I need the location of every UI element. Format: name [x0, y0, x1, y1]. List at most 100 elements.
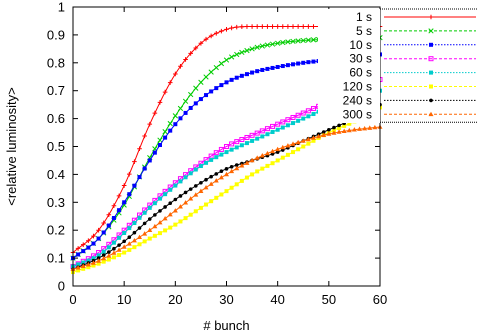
data-point	[214, 195, 219, 200]
data-point	[301, 116, 306, 121]
data-point	[255, 169, 260, 174]
data-point	[194, 184, 198, 188]
data-point	[152, 150, 157, 155]
data-point	[86, 258, 91, 263]
data-point	[234, 24, 240, 30]
data-point	[167, 120, 173, 127]
data-point	[275, 40, 281, 46]
data-point	[239, 143, 244, 148]
data-point	[347, 121, 352, 126]
legend-item: 120 s	[343, 80, 476, 94]
data-point	[152, 110, 158, 116]
data-point	[280, 24, 286, 29]
x-tick-label: 0	[69, 292, 76, 307]
data-point	[275, 127, 280, 132]
data-point	[183, 216, 188, 221]
data-point	[157, 231, 162, 236]
legend-item: 60 s	[349, 66, 476, 80]
data-point	[239, 178, 244, 183]
data-point	[137, 175, 142, 180]
data-point	[213, 64, 219, 71]
data-point	[306, 141, 311, 146]
series	[71, 105, 382, 275]
data-point	[254, 24, 260, 29]
data-point	[111, 255, 116, 260]
data-point	[193, 192, 199, 197]
x-tick-label: 60	[373, 292, 387, 307]
data-point	[178, 64, 183, 69]
data-point	[229, 147, 234, 152]
data-point	[219, 152, 224, 157]
data-point	[152, 201, 157, 206]
data-point	[132, 183, 137, 188]
data-point	[168, 201, 173, 205]
data-point	[178, 116, 183, 121]
data-point	[260, 166, 265, 171]
data-point	[137, 226, 142, 230]
data-point	[290, 38, 296, 45]
data-point	[249, 46, 255, 52]
data-point	[239, 163, 245, 168]
data-point	[153, 213, 157, 217]
data-point	[132, 221, 137, 226]
data-point	[351, 127, 357, 132]
data-point	[173, 122, 178, 127]
legend-label: 120 s	[343, 80, 372, 94]
data-point	[341, 128, 347, 133]
data-point	[254, 130, 260, 136]
data-point	[300, 37, 306, 44]
data-point	[357, 126, 363, 131]
y-tick-label: 0.4	[47, 167, 65, 182]
data-point	[291, 62, 296, 67]
data-point	[331, 128, 336, 133]
data-point	[342, 123, 347, 128]
data-point	[157, 100, 163, 105]
data-point	[280, 155, 285, 160]
data-point	[132, 245, 137, 250]
data-point	[203, 36, 209, 42]
x-tick-label: 10	[117, 292, 131, 307]
data-point	[142, 210, 147, 215]
data-point	[321, 130, 326, 134]
data-point	[269, 41, 276, 47]
data-point	[122, 200, 127, 205]
data-point	[250, 138, 255, 143]
data-point	[311, 112, 316, 117]
data-point	[264, 42, 271, 48]
data-point	[132, 159, 137, 164]
data-point	[122, 230, 127, 235]
data-point	[147, 158, 152, 163]
data-point	[121, 244, 127, 249]
data-point	[214, 155, 219, 160]
data-point	[316, 133, 322, 139]
data-point	[265, 24, 270, 29]
legend-label: 60 s	[349, 66, 372, 80]
data-point	[239, 137, 245, 143]
data-point	[229, 141, 235, 147]
data-point	[127, 226, 132, 231]
data-point	[310, 135, 316, 140]
data-point	[280, 64, 285, 69]
y-tick-label: 0.9	[47, 27, 65, 42]
data-point	[162, 216, 168, 221]
data-point	[321, 132, 327, 137]
data-point	[86, 265, 91, 270]
data-point	[285, 24, 291, 29]
data-point	[300, 138, 306, 143]
data-point	[204, 177, 208, 182]
data-point	[158, 209, 162, 213]
data-point	[311, 24, 316, 29]
data-point	[198, 205, 203, 210]
data-point	[239, 24, 245, 30]
data-point	[234, 163, 239, 167]
data-point	[296, 118, 301, 123]
data-point	[147, 205, 152, 210]
data-point	[367, 125, 373, 130]
data-point	[346, 127, 352, 133]
data-point	[229, 25, 234, 31]
data-point	[193, 167, 198, 172]
data-point	[188, 51, 193, 56]
data-point	[173, 222, 178, 227]
data-point	[183, 200, 189, 205]
data-point	[101, 230, 106, 235]
